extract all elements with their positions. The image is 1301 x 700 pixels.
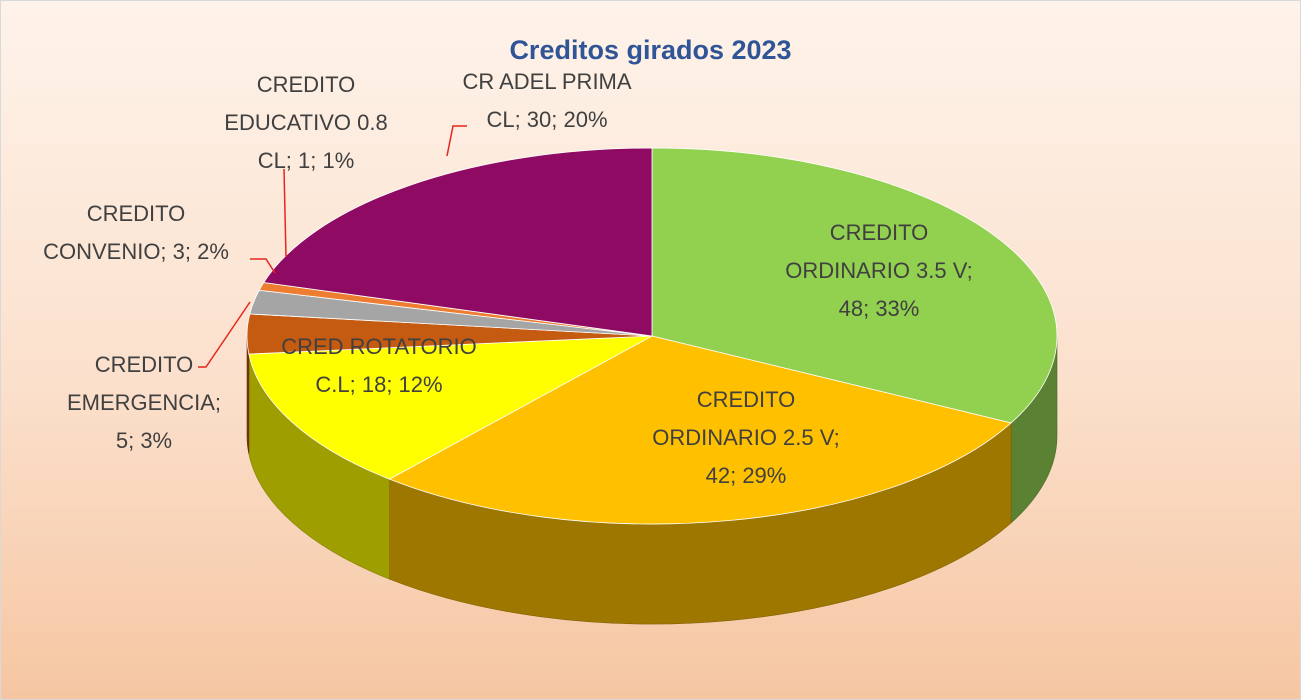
data-label: CREDITO CONVENIO; 3; 2% [43, 201, 229, 264]
leader-line [250, 258, 276, 274]
leader-line [198, 301, 251, 368]
data-label: CR ADEL PRIMA CL; 30; 20% [462, 69, 632, 132]
data-label: CREDITO EDUCATIVO 0.8 CL; 1; 1% [224, 72, 388, 173]
leader-line [283, 168, 287, 258]
slice [651, 147, 1058, 424]
slice [263, 147, 653, 337]
data-label: CREDITO ORDINARIO 2.5 V; 42; 29% [652, 387, 840, 488]
data-label: CREDITO ORDINARIO 3.5 V; 48; 33% [785, 220, 973, 321]
slice [388, 335, 1012, 525]
slice [248, 335, 653, 480]
data-label: CREDITO EMERGENCIA; 5; 3% [66, 352, 222, 453]
chart-title: Creditos girados 2023 [509, 35, 792, 65]
leader-line [446, 125, 467, 157]
data-label: CRED ROTATORIO C.L; 18; 12% [281, 334, 477, 397]
